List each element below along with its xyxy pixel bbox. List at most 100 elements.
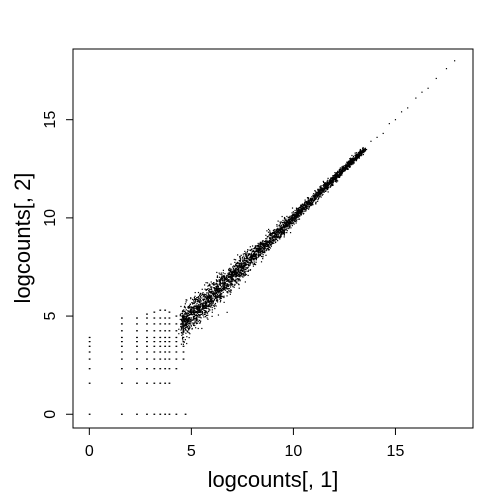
data-point	[215, 300, 218, 302]
data-point	[168, 323, 170, 325]
data-point	[192, 298, 194, 300]
data-point	[240, 274, 242, 277]
data-point	[200, 309, 202, 311]
data-point	[203, 313, 206, 316]
data-point	[269, 240, 272, 242]
data-point	[255, 253, 258, 255]
data-point	[230, 291, 232, 293]
data-point	[201, 288, 203, 290]
data-point	[301, 205, 303, 207]
data-point	[253, 261, 255, 263]
data-point	[219, 295, 221, 297]
data-point	[185, 312, 187, 314]
data-point	[230, 284, 232, 286]
data-point	[272, 237, 274, 240]
data-point	[332, 182, 334, 184]
data-point	[234, 268, 236, 270]
data-point	[225, 287, 227, 289]
data-point	[196, 305, 199, 308]
data-point	[339, 173, 341, 175]
data-point	[314, 196, 316, 198]
data-point	[320, 191, 322, 194]
data-point	[205, 302, 208, 304]
x-axis: 0 5 10 15	[85, 428, 404, 460]
data-point	[394, 119, 397, 121]
data-point	[251, 256, 253, 258]
data-point	[175, 336, 177, 339]
data-point	[120, 323, 123, 325]
data-point	[362, 151, 364, 153]
data-point	[164, 336, 167, 339]
data-point	[230, 275, 232, 277]
data-point	[215, 296, 217, 299]
data-point	[186, 320, 188, 322]
data-point	[323, 181, 325, 183]
data-point	[190, 325, 192, 327]
data-point	[276, 233, 278, 236]
data-point	[317, 192, 319, 195]
data-point	[240, 267, 242, 269]
data-point	[195, 306, 197, 308]
data-point	[307, 196, 309, 199]
data-point	[181, 326, 183, 328]
data-point	[194, 317, 196, 320]
data-point	[242, 274, 244, 276]
data-point	[189, 327, 191, 329]
data-point	[259, 241, 261, 243]
data-point	[306, 208, 308, 210]
data-point	[191, 319, 193, 321]
data-point	[188, 337, 190, 339]
data-point	[153, 358, 155, 360]
data-point	[197, 320, 199, 323]
data-point	[237, 254, 239, 256]
data-point	[164, 330, 167, 332]
data-point	[136, 382, 138, 384]
data-point	[269, 241, 271, 243]
data-point	[272, 231, 275, 234]
data-point	[227, 279, 229, 282]
data-point	[214, 302, 217, 305]
data-point	[293, 223, 295, 225]
data-point	[208, 304, 210, 307]
data-point	[279, 234, 281, 236]
data-point	[194, 291, 196, 294]
data-point	[244, 271, 246, 274]
data-point	[357, 157, 359, 159]
data-point	[347, 161, 350, 164]
data-point	[297, 215, 299, 217]
data-point	[337, 174, 339, 176]
data-point	[259, 249, 262, 251]
data-point	[266, 236, 268, 238]
data-point	[219, 273, 221, 275]
data-point	[201, 307, 204, 309]
data-point	[249, 259, 251, 262]
data-point	[355, 158, 357, 160]
data-point	[202, 302, 204, 305]
data-point	[120, 351, 123, 353]
data-point	[228, 268, 230, 270]
data-point	[307, 203, 309, 205]
data-point	[182, 310, 184, 312]
data-point	[213, 293, 215, 296]
data-point	[329, 185, 331, 187]
data-point	[314, 196, 316, 198]
data-point	[210, 297, 212, 299]
data-point	[349, 164, 351, 166]
data-point	[159, 330, 161, 332]
data-point	[249, 249, 252, 252]
data-point	[266, 230, 268, 232]
data-point	[184, 306, 186, 308]
data-point	[296, 212, 298, 215]
data-point	[339, 167, 341, 169]
data-point	[277, 232, 279, 234]
data-point	[182, 333, 184, 335]
data-point	[260, 245, 262, 248]
data-point	[221, 279, 224, 281]
data-point	[251, 256, 253, 258]
data-point	[287, 221, 289, 223]
data-point	[185, 413, 187, 415]
data-point	[199, 303, 201, 306]
data-point	[242, 259, 244, 261]
data-point	[258, 251, 260, 253]
data-point	[316, 194, 318, 196]
